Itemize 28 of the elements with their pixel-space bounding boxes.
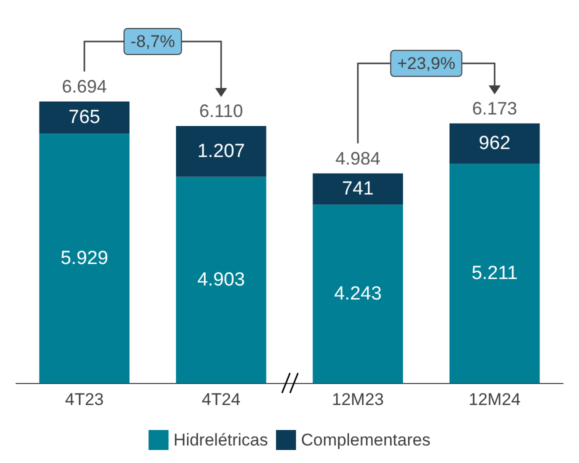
text: -8,7% <box>130 32 175 51</box>
data-label: 4.903 <box>197 269 245 290</box>
data-label: 765 <box>68 107 100 128</box>
x-tick-label: 4T23 <box>65 390 104 409</box>
text: +23,9% <box>397 54 456 73</box>
total-label: 6.694 <box>62 76 107 96</box>
bar <box>176 176 266 383</box>
data-label: 5.929 <box>60 248 108 269</box>
data-label: 1.207 <box>197 140 245 162</box>
bar <box>450 123 540 164</box>
x-tick-label: 4T24 <box>202 390 240 409</box>
bar <box>312 204 404 383</box>
bar <box>176 126 266 177</box>
data-label: 741 <box>342 178 374 200</box>
total-label: 4.984 <box>335 148 380 168</box>
legend-label: Complementares <box>301 430 430 450</box>
data-label: 962 <box>478 133 510 154</box>
bar <box>312 173 404 205</box>
data-label: 4.243 <box>334 283 382 304</box>
data-label: 5.211 <box>472 262 518 284</box>
x-tick-label: 12M23 <box>332 390 384 409</box>
bar <box>450 164 540 383</box>
total-label: 6.110 <box>199 101 243 122</box>
x-tick-label: 12M24 <box>468 390 521 409</box>
total-label: 6.173 <box>472 98 518 118</box>
bar <box>39 101 130 134</box>
bar <box>39 134 130 383</box>
legend-label: Hidrelétricas <box>174 430 268 450</box>
